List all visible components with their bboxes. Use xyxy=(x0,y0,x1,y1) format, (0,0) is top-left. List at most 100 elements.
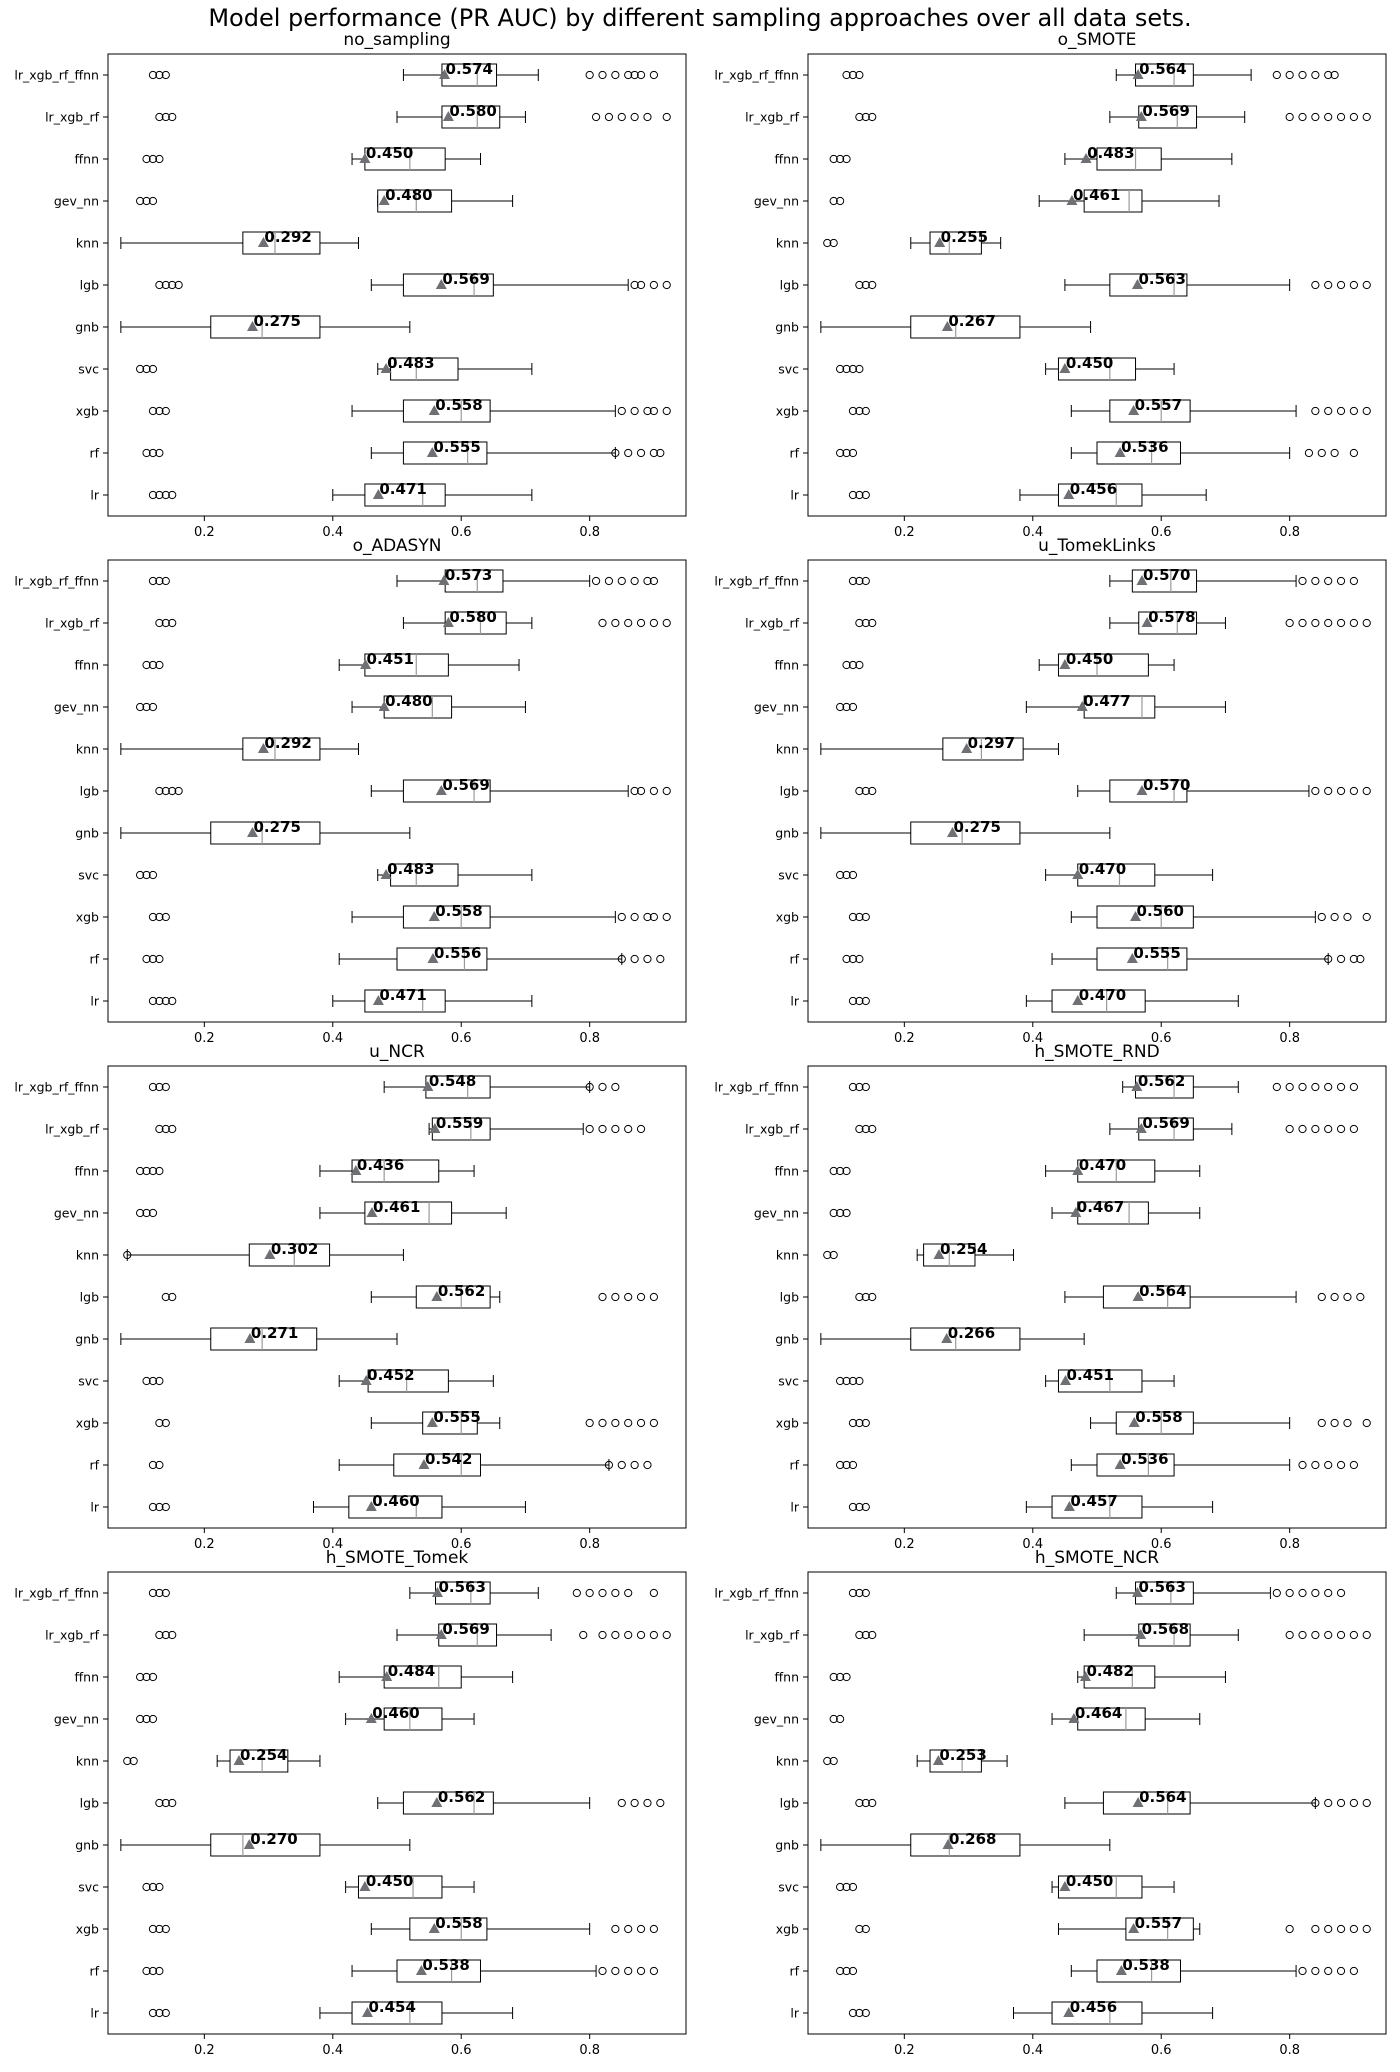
outlier-point xyxy=(636,786,646,796)
iqr-box xyxy=(1057,357,1137,381)
outlier-point xyxy=(868,1630,877,1640)
outlier-point xyxy=(649,1292,658,1302)
outlier-point xyxy=(142,154,151,164)
outlier-point xyxy=(611,618,620,628)
outlier-point xyxy=(636,70,646,80)
y-tick-label: lr_xgb_rf xyxy=(745,1122,800,1137)
outlier-point xyxy=(662,912,671,922)
outlier-point xyxy=(649,576,658,586)
y-tick-label: lr xyxy=(90,2006,99,2021)
outlier-point xyxy=(1298,576,1307,586)
outlier-point xyxy=(861,618,870,628)
mean-marker xyxy=(257,237,269,247)
iqr-box xyxy=(210,1327,318,1351)
outlier-point xyxy=(1285,1630,1294,1640)
outlier-point xyxy=(142,1208,151,1218)
outlier-point xyxy=(836,1166,845,1176)
mean-value-label: 0.483 xyxy=(387,354,434,372)
iqr-box xyxy=(1077,1707,1146,1731)
outlier-point xyxy=(643,576,652,586)
box-knn: 0.302 xyxy=(123,1240,404,1267)
outlier-point xyxy=(636,448,646,458)
outlier-point xyxy=(624,1588,633,1598)
outlier-point xyxy=(1311,70,1320,80)
box-lr_xgb_rf: 0.580 xyxy=(155,608,671,635)
box-gev_nn: 0.480 xyxy=(136,692,526,719)
outlier-point xyxy=(624,1418,633,1428)
box-rf: 0.555 xyxy=(842,944,1365,971)
outlier-point xyxy=(643,912,652,922)
outlier-point xyxy=(1349,112,1358,122)
outlier-point xyxy=(861,1924,870,1934)
y-tick-label: gev_nn xyxy=(754,1206,799,1221)
outlier-point xyxy=(649,1630,658,1640)
outlier-point xyxy=(836,870,845,880)
mean-marker xyxy=(1059,1881,1071,1891)
y-tick-label: rf xyxy=(89,1458,99,1473)
outlier-point xyxy=(1336,1082,1346,1092)
iqr-box xyxy=(910,1833,1021,1857)
mean-value-label: 0.578 xyxy=(1148,608,1195,626)
outlier-point xyxy=(848,870,858,880)
iqr-box xyxy=(929,231,982,255)
iqr-box xyxy=(409,1917,488,1941)
outlier-point xyxy=(1349,1966,1358,1976)
outlier-point xyxy=(855,70,864,80)
outlier-point xyxy=(611,1924,620,1934)
outlier-point xyxy=(604,1460,614,1470)
y-tick-label: lr_xgb_rf_ffnn xyxy=(14,1586,99,1601)
outlier-point xyxy=(161,1502,170,1512)
mean-value-label: 0.564 xyxy=(1139,1788,1186,1806)
outlier-point xyxy=(1336,1460,1346,1470)
box-ffnn: 0.484 xyxy=(136,1662,514,1689)
outlier-point xyxy=(572,1588,581,1598)
outlier-point xyxy=(1298,1460,1307,1470)
box-gev_nn: 0.480 xyxy=(136,186,514,213)
y-tick-label: xgb xyxy=(776,404,799,419)
iqr-box xyxy=(351,2001,443,2025)
outlier-point xyxy=(1362,786,1371,796)
iqr-box xyxy=(364,483,446,507)
outlier-point xyxy=(1349,280,1358,290)
y-tick-label: ffnn xyxy=(75,658,99,673)
y-tick-label: svc xyxy=(78,868,99,883)
outlier-point xyxy=(1324,576,1333,586)
iqr-box xyxy=(910,821,1021,845)
y-tick-label: lgb xyxy=(780,1290,799,1305)
x-tick-label: 0.4 xyxy=(322,1031,343,1046)
y-tick-label: xgb xyxy=(776,1922,799,1937)
mean-marker xyxy=(381,1671,393,1681)
outlier-point xyxy=(855,1588,864,1598)
iqr-box xyxy=(942,737,1024,761)
mean-marker xyxy=(1131,1587,1143,1597)
y-tick-label: lr_xgb_rf_ffnn xyxy=(14,68,99,83)
box-rf: 0.538 xyxy=(142,1956,658,1983)
x-tick-label: 0.2 xyxy=(194,525,215,540)
mean-value-label: 0.558 xyxy=(1135,1408,1182,1426)
outlier-point xyxy=(1330,1418,1339,1428)
mean-value-label: 0.560 xyxy=(1137,902,1184,920)
outlier-point xyxy=(148,364,158,374)
y-tick-label: gnb xyxy=(775,320,799,335)
mean-value-label: 0.562 xyxy=(438,1788,485,1806)
outlier-point xyxy=(168,490,177,500)
outlier-point xyxy=(1324,1630,1333,1640)
outlier-point xyxy=(842,1460,851,1470)
outlier-point xyxy=(1285,1082,1294,1092)
y-tick-label: lr_xgb_rf_ffnn xyxy=(714,68,799,83)
outlier-point xyxy=(598,1418,607,1428)
mean-value-label: 0.271 xyxy=(251,1324,298,1342)
outlier-point xyxy=(611,1966,620,1976)
outlier-point xyxy=(168,1798,177,1808)
iqr-box xyxy=(1051,989,1146,1013)
outlier-point xyxy=(1362,1630,1371,1640)
iqr-box xyxy=(1096,147,1162,171)
outlier-point xyxy=(148,490,158,500)
outlier-point xyxy=(636,280,646,290)
mean-value-label: 0.450 xyxy=(1066,650,1113,668)
mean-value-label: 0.563 xyxy=(1138,1578,1185,1596)
mean-marker xyxy=(429,1123,441,1133)
box-xgb: 0.558 xyxy=(148,1914,658,1941)
outlier-point xyxy=(611,1588,620,1598)
